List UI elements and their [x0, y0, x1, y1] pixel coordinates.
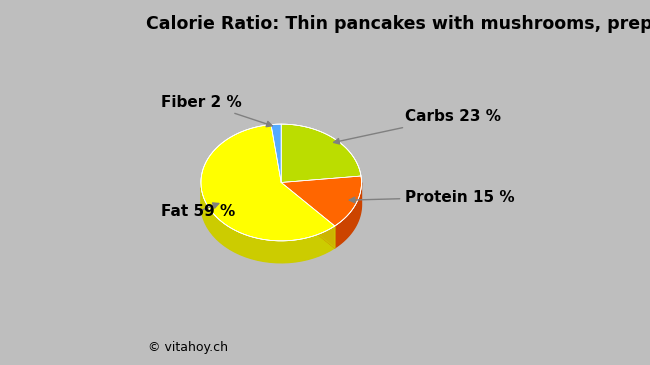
Text: Protein 15 %: Protein 15 % — [349, 189, 515, 205]
Text: Carbs 23 %: Carbs 23 % — [333, 109, 501, 144]
Polygon shape — [281, 176, 361, 226]
Polygon shape — [281, 182, 335, 248]
Polygon shape — [281, 124, 361, 182]
Polygon shape — [281, 182, 335, 248]
Text: Fiber 2 %: Fiber 2 % — [161, 95, 272, 127]
Polygon shape — [201, 183, 335, 263]
Text: Calorie Ratio: Thin pancakes with mushrooms, prepared: Calorie Ratio: Thin pancakes with mushro… — [146, 15, 650, 32]
Polygon shape — [201, 124, 335, 241]
Polygon shape — [335, 182, 361, 248]
Ellipse shape — [201, 146, 361, 263]
Text: © vitahoy.ch: © vitahoy.ch — [148, 341, 228, 354]
Polygon shape — [271, 124, 281, 182]
Text: Fat 59 %: Fat 59 % — [161, 203, 235, 219]
